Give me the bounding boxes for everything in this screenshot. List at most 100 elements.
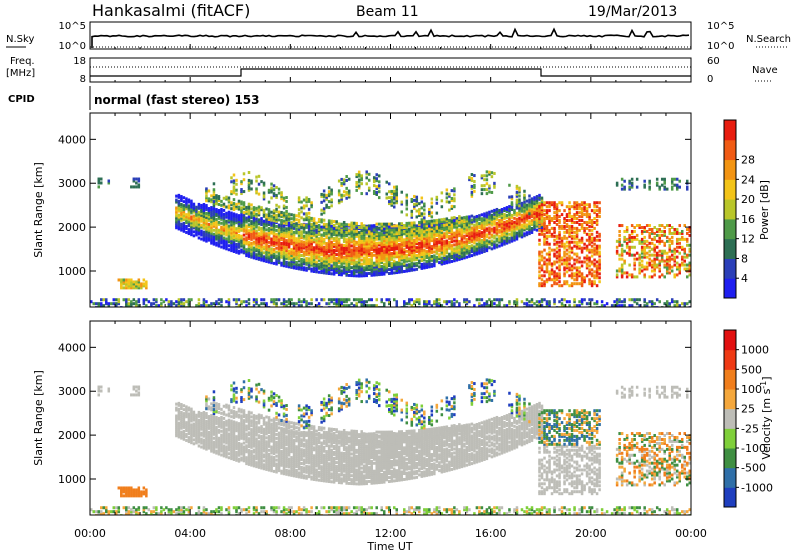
- power-cell: [430, 237, 434, 241]
- power-cell: [147, 300, 151, 304]
- power-cell: [265, 215, 268, 219]
- power-cell: [207, 230, 211, 234]
- power-cell: [560, 298, 564, 302]
- power-cell: [538, 242, 541, 246]
- power-cell: [310, 251, 313, 255]
- power-cell: [415, 231, 419, 235]
- power-cell: [327, 272, 331, 276]
- power-cell: [468, 254, 471, 258]
- power-cell: [325, 271, 328, 275]
- power-cell: [513, 212, 516, 216]
- power-cell: [245, 209, 248, 213]
- power-cell: [490, 171, 494, 175]
- power-cell: [382, 268, 386, 272]
- power-cell: [573, 252, 576, 256]
- power-cell: [232, 242, 236, 246]
- power-cell: [370, 224, 373, 228]
- power-cell: [227, 230, 231, 234]
- power-cell: [300, 265, 303, 269]
- power-cell: [630, 235, 634, 239]
- power-cell: [575, 213, 579, 217]
- power-cell: [405, 213, 409, 217]
- power-cell: [468, 237, 471, 241]
- power-cell: [498, 218, 501, 222]
- power-cell: [523, 228, 526, 232]
- power-cell: [230, 180, 233, 184]
- power-cell: [192, 234, 196, 238]
- power-cell: [515, 198, 519, 202]
- power-cell: [505, 233, 509, 237]
- power-cell: [340, 197, 343, 201]
- power-cell: [598, 258, 601, 262]
- power-cell: [217, 214, 221, 218]
- power-cell: [470, 214, 474, 218]
- power-cell: [302, 258, 306, 262]
- power-cell: [270, 216, 273, 220]
- power-cell: [252, 228, 256, 232]
- power-cell: [275, 258, 278, 262]
- power-cell: [257, 238, 261, 242]
- power-cell: [235, 235, 238, 239]
- power-cell: [533, 227, 536, 231]
- power-cell: [205, 194, 208, 198]
- power-cell: [235, 178, 238, 182]
- power-cell: [518, 232, 521, 236]
- power-cell: [550, 270, 554, 274]
- power-cell: [578, 274, 581, 278]
- power-cell: [575, 270, 579, 274]
- power-cell: [565, 205, 569, 209]
- power-cell: [260, 248, 263, 252]
- power-cell: [290, 263, 293, 267]
- power-cell: [593, 246, 596, 250]
- power-cell: [585, 246, 589, 250]
- power-cell: [360, 270, 363, 274]
- power-cell: [370, 242, 373, 246]
- power-cell: [292, 256, 296, 260]
- power-cell: [395, 191, 399, 195]
- power-cell: [297, 253, 301, 257]
- power-cell: [523, 226, 526, 230]
- power-cell: [480, 238, 484, 242]
- power-cell: [483, 228, 486, 232]
- power-cell: [540, 222, 544, 226]
- power-cell: [210, 227, 213, 231]
- power-cell: [382, 238, 386, 242]
- power-cell: [137, 183, 141, 187]
- power-cell: [307, 229, 311, 233]
- power-cell: [390, 271, 393, 275]
- power-cell: [372, 226, 376, 230]
- power-cell: [337, 245, 341, 249]
- power-cell: [242, 219, 246, 223]
- power-cell: [137, 278, 141, 282]
- power-cell: [250, 229, 253, 233]
- power-cell: [335, 235, 338, 239]
- power-cell: [418, 259, 421, 263]
- power-cell: [345, 267, 348, 271]
- power-cell: [440, 230, 444, 234]
- power-cell: [375, 185, 378, 189]
- power-cell: [332, 272, 336, 276]
- power-cell: [495, 223, 499, 227]
- power-cell: [443, 219, 446, 223]
- power-cell: [252, 210, 256, 214]
- power-cell: [443, 257, 446, 261]
- power-cell: [305, 243, 308, 247]
- power-cell: [595, 205, 599, 209]
- power-cell: [400, 262, 404, 266]
- power-cell: [387, 244, 391, 248]
- power-cell: [175, 200, 178, 204]
- power-cell: [252, 236, 256, 240]
- power-cell: [423, 216, 426, 220]
- power-cell: [317, 304, 321, 307]
- power-cell: [327, 194, 331, 198]
- power-cell: [145, 284, 148, 288]
- power-cell: [352, 254, 356, 258]
- power-cell: [533, 223, 536, 227]
- power-cell: [418, 235, 421, 239]
- power-cell: [217, 244, 221, 248]
- power-cell: [593, 252, 596, 256]
- power-cell: [393, 195, 396, 199]
- power-cell: [317, 233, 321, 237]
- power-cell: [508, 238, 511, 242]
- power-cell: [535, 216, 539, 220]
